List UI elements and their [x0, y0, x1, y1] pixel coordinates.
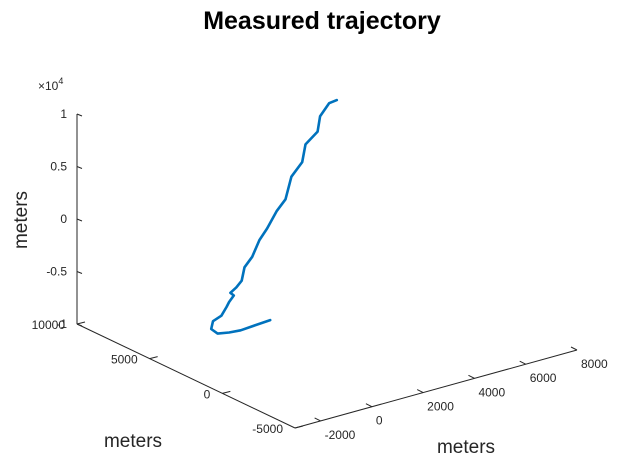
- z-tick-label: -1: [56, 317, 67, 331]
- x-axis-label: meters: [437, 437, 495, 458]
- x-tick-mark: [416, 389, 424, 393]
- y-tick-mark: [294, 425, 304, 429]
- y-axis-label: meters: [104, 431, 162, 452]
- z-tick-label: -0.5: [46, 265, 67, 279]
- tick-labels: -1 -0.5 0 0.5 1 -5000 0 5000 10000 -2000 0 2000 4000…: [32, 107, 608, 442]
- z-tick-label: 0.5: [50, 160, 67, 174]
- z-exponent-label: ×104: [38, 76, 63, 93]
- z-tick-mark: [76, 218, 83, 222]
- x-tick-label: 0: [376, 414, 383, 428]
- x-tick-mark: [314, 417, 321, 422]
- y-tick-label: 5000: [111, 353, 138, 367]
- y-tick-label: -5000: [252, 422, 283, 436]
- x-tick-label: -2000: [325, 428, 356, 442]
- x-tick-mark: [519, 360, 526, 365]
- x-tick-label: 8000: [581, 357, 608, 371]
- z-exponent-base: ×10: [38, 79, 59, 93]
- axes: [76, 114, 578, 429]
- y-tick-mark: [222, 390, 231, 394]
- y-tick-mark: [76, 321, 86, 325]
- z-axis-label: meters: [11, 191, 32, 249]
- x-tick-label: 2000: [427, 400, 454, 414]
- z-exponent-power: 4: [58, 76, 63, 86]
- y-axis-line: [76, 323, 296, 429]
- y-tick-label: 10000: [32, 318, 66, 332]
- x-axis-line: [294, 349, 578, 429]
- x-tick-mark: [570, 346, 578, 351]
- trajectory-line: [209, 98, 339, 335]
- z-tick-mark: [76, 271, 83, 274]
- x-tick-mark: [468, 374, 475, 379]
- chart-title: Measured trajectory: [203, 7, 441, 35]
- z-tick-label: 0: [60, 212, 67, 226]
- x-tick-mark: [365, 403, 373, 408]
- y-tick-label: 0: [204, 387, 211, 401]
- z-tick-mark: [76, 166, 83, 169]
- x-tick-label: 4000: [478, 385, 505, 399]
- z-tick-mark: [76, 113, 83, 117]
- y-tick-mark: [149, 356, 158, 360]
- z-tick-mark: [76, 323, 83, 327]
- x-tick-label: 6000: [530, 371, 557, 385]
- tick-marks: [76, 113, 578, 429]
- z-tick-label: 1: [60, 107, 67, 121]
